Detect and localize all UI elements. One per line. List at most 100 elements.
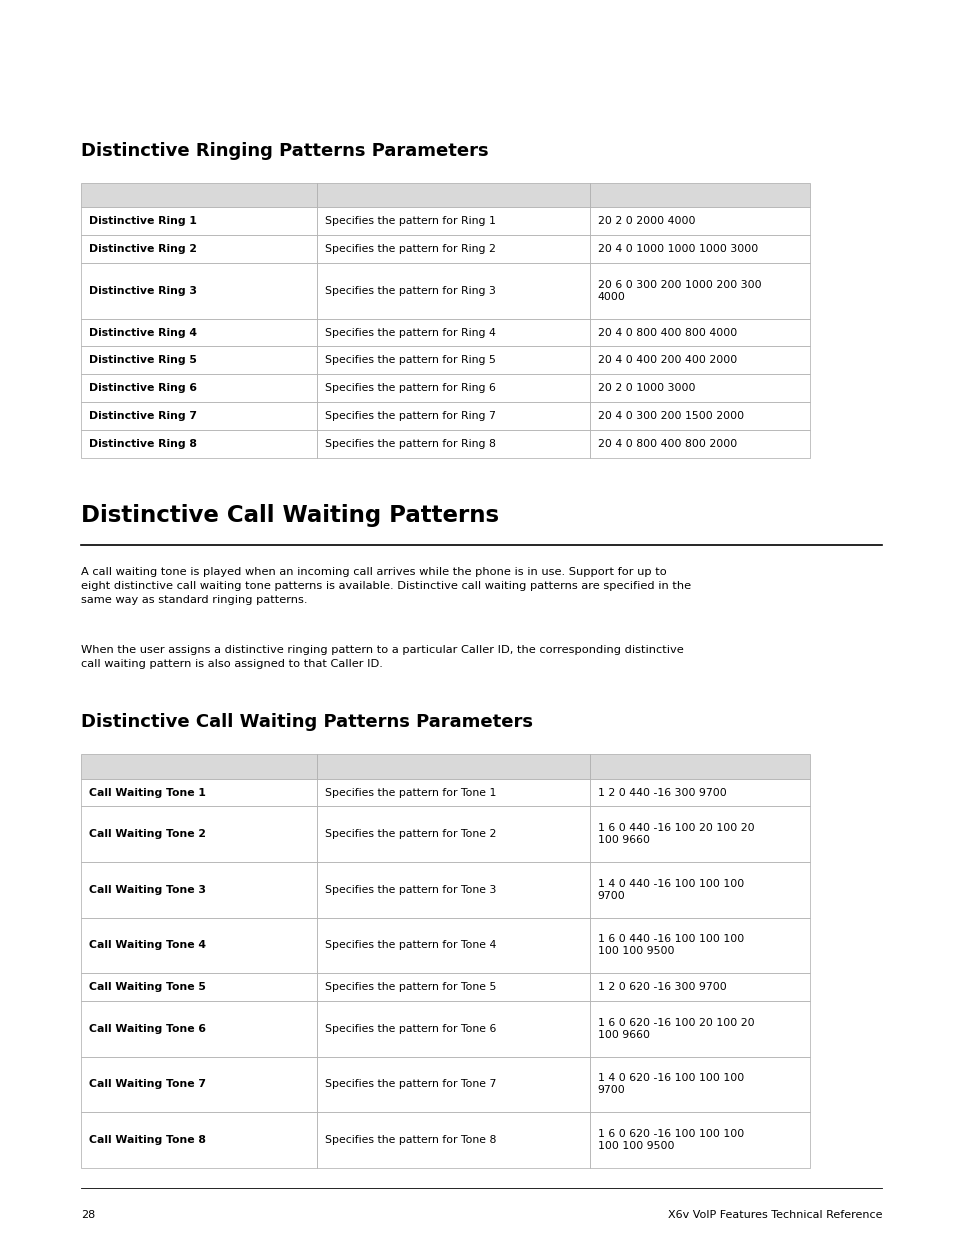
Bar xyxy=(589,973,809,1000)
Bar xyxy=(317,1112,589,1167)
Text: Call Waiting Tone 7: Call Waiting Tone 7 xyxy=(89,1079,206,1089)
Bar xyxy=(589,806,809,862)
Bar xyxy=(589,183,809,207)
Text: Call Waiting Tone 8: Call Waiting Tone 8 xyxy=(89,1135,206,1145)
Bar xyxy=(589,430,809,457)
Text: 1 6 0 620 -16 100 20 100 20
100 9660: 1 6 0 620 -16 100 20 100 20 100 9660 xyxy=(597,1018,754,1040)
Bar xyxy=(81,430,317,457)
Bar xyxy=(317,430,589,457)
Text: 20 4 0 400 200 400 2000: 20 4 0 400 200 400 2000 xyxy=(597,356,736,366)
Text: Distinctive Ringing Patterns Parameters: Distinctive Ringing Patterns Parameters xyxy=(81,142,488,161)
Bar xyxy=(589,862,809,918)
Bar xyxy=(317,236,589,263)
Bar xyxy=(317,918,589,973)
Text: 1 2 0 440 -16 300 9700: 1 2 0 440 -16 300 9700 xyxy=(597,788,725,798)
Text: Distinctive Ring 3: Distinctive Ring 3 xyxy=(89,285,196,296)
Bar xyxy=(317,374,589,401)
Text: Specifies the pattern for Tone 1: Specifies the pattern for Tone 1 xyxy=(325,788,496,798)
Text: 1 6 0 620 -16 100 100 100
100 100 9500: 1 6 0 620 -16 100 100 100 100 100 9500 xyxy=(597,1129,743,1151)
Text: Specifies the pattern for Ring 7: Specifies the pattern for Ring 7 xyxy=(325,411,496,421)
Bar xyxy=(589,1056,809,1112)
Text: 20 4 0 800 400 800 2000: 20 4 0 800 400 800 2000 xyxy=(597,438,736,448)
Bar xyxy=(81,374,317,401)
Bar xyxy=(317,1056,589,1112)
Bar xyxy=(317,207,589,236)
Text: Specifies the pattern for Ring 5: Specifies the pattern for Ring 5 xyxy=(325,356,496,366)
Text: 20 4 0 1000 1000 1000 3000: 20 4 0 1000 1000 1000 3000 xyxy=(597,245,757,254)
Text: 1 6 0 440 -16 100 20 100 20
100 9660: 1 6 0 440 -16 100 20 100 20 100 9660 xyxy=(597,824,754,845)
Bar xyxy=(317,263,589,319)
Text: Specifies the pattern for Tone 3: Specifies the pattern for Tone 3 xyxy=(325,884,496,895)
Bar xyxy=(317,973,589,1000)
Bar xyxy=(317,1000,589,1056)
Bar xyxy=(589,403,809,430)
Text: Distinctive Ring 4: Distinctive Ring 4 xyxy=(89,327,196,337)
Bar xyxy=(81,862,317,918)
Text: Specifies the pattern for Ring 1: Specifies the pattern for Ring 1 xyxy=(325,216,496,226)
Bar xyxy=(589,207,809,236)
Text: Specifies the pattern for Ring 6: Specifies the pattern for Ring 6 xyxy=(325,383,496,393)
Text: 1 4 0 620 -16 100 100 100
9700: 1 4 0 620 -16 100 100 100 9700 xyxy=(597,1073,743,1095)
Bar xyxy=(81,1056,317,1112)
Bar xyxy=(317,347,589,374)
Text: 1 6 0 440 -16 100 100 100
100 100 9500: 1 6 0 440 -16 100 100 100 100 100 9500 xyxy=(597,935,743,956)
Text: Specifies the pattern for Tone 2: Specifies the pattern for Tone 2 xyxy=(325,829,496,840)
Bar xyxy=(589,263,809,319)
Bar xyxy=(589,374,809,401)
Bar xyxy=(81,806,317,862)
Text: Specifies the pattern for Tone 7: Specifies the pattern for Tone 7 xyxy=(325,1079,496,1089)
Text: Specifies the pattern for Ring 3: Specifies the pattern for Ring 3 xyxy=(325,285,496,296)
Text: 20 6 0 300 200 1000 200 300
4000: 20 6 0 300 200 1000 200 300 4000 xyxy=(597,280,760,301)
Text: Call Waiting Tone 3: Call Waiting Tone 3 xyxy=(89,884,206,895)
Text: Call Waiting Tone 5: Call Waiting Tone 5 xyxy=(89,982,206,992)
Bar xyxy=(317,753,589,779)
Text: Specifies the pattern for Tone 8: Specifies the pattern for Tone 8 xyxy=(325,1135,496,1145)
Text: A call waiting tone is played when an incoming call arrives while the phone is i: A call waiting tone is played when an in… xyxy=(81,567,691,605)
Bar xyxy=(81,973,317,1000)
Bar xyxy=(317,779,589,806)
Bar xyxy=(589,779,809,806)
Text: Distinctive Ring 5: Distinctive Ring 5 xyxy=(89,356,196,366)
Text: Specifies the pattern for Tone 6: Specifies the pattern for Tone 6 xyxy=(325,1024,496,1034)
Bar xyxy=(81,1112,317,1167)
Text: Specifies the pattern for Ring 4: Specifies the pattern for Ring 4 xyxy=(325,327,496,337)
Bar xyxy=(589,347,809,374)
Text: Specifies the pattern for Tone 4: Specifies the pattern for Tone 4 xyxy=(325,940,496,951)
Text: 1 4 0 440 -16 100 100 100
9700: 1 4 0 440 -16 100 100 100 9700 xyxy=(597,879,743,900)
Bar xyxy=(81,183,317,207)
Bar xyxy=(317,183,589,207)
Bar xyxy=(317,403,589,430)
Text: 20 2 0 2000 4000: 20 2 0 2000 4000 xyxy=(597,216,695,226)
Text: Specifies the pattern for Ring 2: Specifies the pattern for Ring 2 xyxy=(325,245,496,254)
Bar xyxy=(81,319,317,347)
Bar xyxy=(317,862,589,918)
Text: Distinctive Call Waiting Patterns: Distinctive Call Waiting Patterns xyxy=(81,504,498,527)
Bar xyxy=(589,1000,809,1056)
Text: Call Waiting Tone 4: Call Waiting Tone 4 xyxy=(89,940,206,951)
Bar xyxy=(81,236,317,263)
Bar xyxy=(589,236,809,263)
Text: Distinctive Ring 7: Distinctive Ring 7 xyxy=(89,411,196,421)
Bar xyxy=(81,263,317,319)
Bar xyxy=(81,779,317,806)
Bar xyxy=(81,207,317,236)
Text: Call Waiting Tone 6: Call Waiting Tone 6 xyxy=(89,1024,206,1034)
Text: 20 4 0 800 400 800 4000: 20 4 0 800 400 800 4000 xyxy=(597,327,736,337)
Text: Call Waiting Tone 1: Call Waiting Tone 1 xyxy=(89,788,206,798)
Text: 20 4 0 300 200 1500 2000: 20 4 0 300 200 1500 2000 xyxy=(597,411,743,421)
Text: Call Waiting Tone 2: Call Waiting Tone 2 xyxy=(89,829,206,840)
Bar xyxy=(81,347,317,374)
Text: Distinctive Call Waiting Patterns Parameters: Distinctive Call Waiting Patterns Parame… xyxy=(81,713,533,731)
Bar xyxy=(589,753,809,779)
Bar xyxy=(81,1000,317,1056)
Bar xyxy=(317,319,589,347)
Bar xyxy=(589,1112,809,1167)
Text: X6v VoIP Features Technical Reference: X6v VoIP Features Technical Reference xyxy=(667,1210,882,1220)
Text: Distinctive Ring 1: Distinctive Ring 1 xyxy=(89,216,196,226)
Text: 28: 28 xyxy=(81,1210,95,1220)
Text: 1 2 0 620 -16 300 9700: 1 2 0 620 -16 300 9700 xyxy=(597,982,725,992)
Bar xyxy=(589,918,809,973)
Bar xyxy=(81,753,317,779)
Text: When the user assigns a distinctive ringing pattern to a particular Caller ID, t: When the user assigns a distinctive ring… xyxy=(81,645,683,669)
Bar xyxy=(81,403,317,430)
